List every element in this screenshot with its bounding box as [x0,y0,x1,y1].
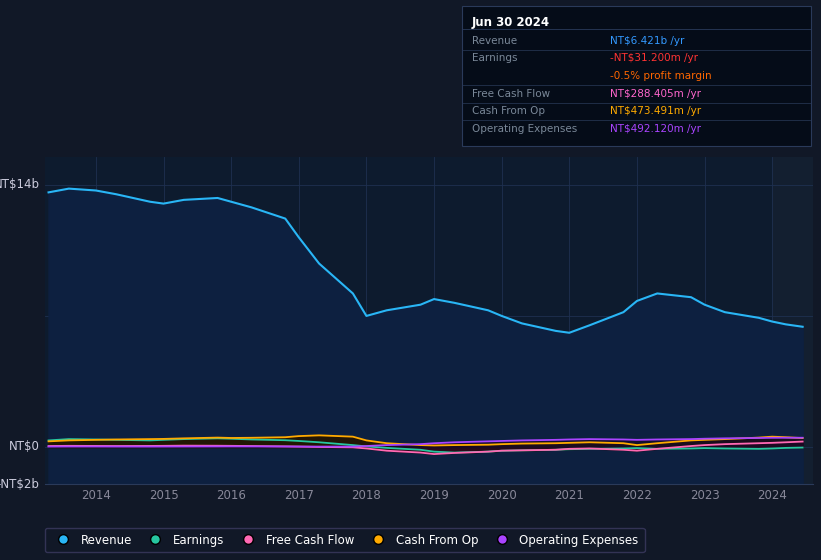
Text: NT$0: NT$0 [8,441,39,454]
Text: Cash From Op: Cash From Op [472,106,545,116]
Bar [773,157,813,484]
Text: Jun 30 2024: Jun 30 2024 [472,16,550,29]
Text: Revenue: Revenue [472,36,517,46]
Text: Free Cash Flow: Free Cash Flow [472,88,550,99]
Text: NT$492.120m /yr: NT$492.120m /yr [610,124,701,134]
Text: NT$473.491m /yr: NT$473.491m /yr [610,106,701,116]
Text: -NT$2b: -NT$2b [0,478,39,491]
Text: -0.5% profit margin: -0.5% profit margin [610,71,712,81]
Text: Earnings: Earnings [472,53,517,63]
Text: NT$288.405m /yr: NT$288.405m /yr [610,88,701,99]
Legend: Revenue, Earnings, Free Cash Flow, Cash From Op, Operating Expenses: Revenue, Earnings, Free Cash Flow, Cash … [45,528,644,552]
Text: -NT$31.200m /yr: -NT$31.200m /yr [610,53,698,63]
Text: NT$14b: NT$14b [0,179,39,192]
Text: NT$6.421b /yr: NT$6.421b /yr [610,36,685,46]
Text: Operating Expenses: Operating Expenses [472,124,577,134]
